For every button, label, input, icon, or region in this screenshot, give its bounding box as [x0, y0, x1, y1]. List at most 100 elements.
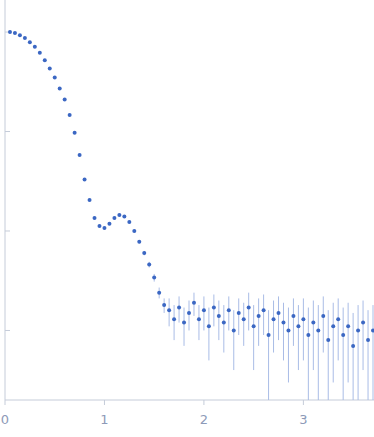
- data-point: [8, 30, 12, 34]
- data-point: [28, 40, 32, 44]
- data-point: [326, 338, 330, 342]
- x-tick: [203, 400, 204, 405]
- data-point: [132, 229, 136, 233]
- data-point: [207, 324, 211, 328]
- error-bar: [198, 305, 199, 340]
- error-bar: [233, 310, 234, 370]
- error-bar: [308, 308, 309, 400]
- data-point: [257, 314, 261, 318]
- y-axis: [5, 0, 6, 400]
- data-point: [78, 153, 82, 157]
- data-point: [83, 177, 87, 181]
- error-bar: [189, 301, 190, 331]
- data-point: [227, 308, 231, 312]
- data-point: [202, 308, 206, 312]
- data-point: [33, 45, 37, 49]
- data-point: [38, 51, 42, 55]
- data-point: [88, 198, 92, 202]
- data-point: [107, 222, 111, 226]
- data-point: [272, 317, 276, 321]
- error-bar: [208, 308, 209, 361]
- data-point: [187, 311, 191, 315]
- error-bar: [248, 293, 249, 331]
- error-bar: [373, 305, 374, 400]
- error-bar: [313, 301, 314, 371]
- error-bar: [243, 303, 244, 346]
- error-bar: [298, 305, 299, 370]
- error-bar: [328, 310, 329, 400]
- data-point: [222, 321, 226, 325]
- error-bar: [323, 296, 324, 352]
- data-point: [182, 321, 186, 325]
- x-tick-label: 2: [200, 412, 208, 427]
- data-point: [102, 226, 106, 230]
- x-tick: [104, 400, 105, 405]
- data-point: [73, 131, 77, 135]
- data-point: [281, 321, 285, 325]
- x-tick-label: 1: [100, 412, 108, 427]
- y-tick: [5, 131, 10, 132]
- error-bar: [278, 296, 279, 340]
- data-point: [172, 317, 176, 321]
- data-point: [366, 338, 370, 342]
- y-tick: [5, 330, 10, 331]
- x-tick-label: 3: [299, 412, 307, 427]
- error-bar: [343, 308, 344, 400]
- y-tick: [5, 230, 10, 231]
- data-point: [18, 33, 22, 37]
- data-point: [13, 31, 17, 35]
- data-point: [117, 213, 121, 217]
- error-bar: [169, 298, 170, 326]
- data-point: [252, 324, 256, 328]
- error-bar: [218, 301, 219, 341]
- data-point: [142, 251, 146, 255]
- data-point: [63, 97, 67, 101]
- data-point: [262, 308, 266, 312]
- data-point: [48, 67, 52, 71]
- x-tick: [303, 400, 304, 405]
- data-point: [197, 317, 201, 321]
- data-point: [331, 324, 335, 328]
- data-point: [122, 214, 126, 218]
- error-bar: [363, 301, 364, 371]
- data-point: [291, 314, 295, 318]
- error-bar: [258, 298, 259, 345]
- error-bar: [318, 305, 319, 400]
- data-point: [217, 314, 221, 318]
- plot-area: [8, 30, 374, 400]
- data-point: [23, 36, 27, 40]
- error-bar: [223, 305, 224, 352]
- data-point: [277, 311, 281, 315]
- data-point: [361, 321, 365, 325]
- data-point: [167, 308, 171, 312]
- error-bar: [288, 308, 289, 383]
- error-bar: [358, 305, 359, 400]
- error-bar: [238, 298, 239, 335]
- data-point: [237, 311, 241, 315]
- error-bar: [353, 313, 354, 400]
- x-tick: [5, 400, 6, 405]
- error-bar: [273, 301, 274, 353]
- data-point: [177, 306, 181, 310]
- data-point: [356, 328, 360, 332]
- error-bar: [283, 303, 284, 361]
- data-point: [351, 344, 355, 348]
- data-point: [127, 220, 131, 224]
- error-bar: [228, 296, 229, 330]
- data-point: [152, 276, 156, 280]
- data-point: [97, 224, 101, 228]
- chart: 0 1 2 3: [0, 0, 374, 437]
- error-bar: [303, 298, 304, 360]
- data-point: [147, 263, 151, 267]
- data-point: [336, 317, 340, 321]
- data-point: [157, 291, 161, 295]
- data-point: [43, 58, 47, 62]
- data-point: [53, 75, 57, 79]
- error-bar: [253, 305, 254, 370]
- error-bar: [203, 296, 204, 330]
- data-point: [68, 113, 72, 117]
- data-point: [232, 328, 236, 332]
- x-tick-label: 0: [1, 412, 9, 427]
- error-bar: [263, 294, 264, 335]
- data-point: [192, 301, 196, 305]
